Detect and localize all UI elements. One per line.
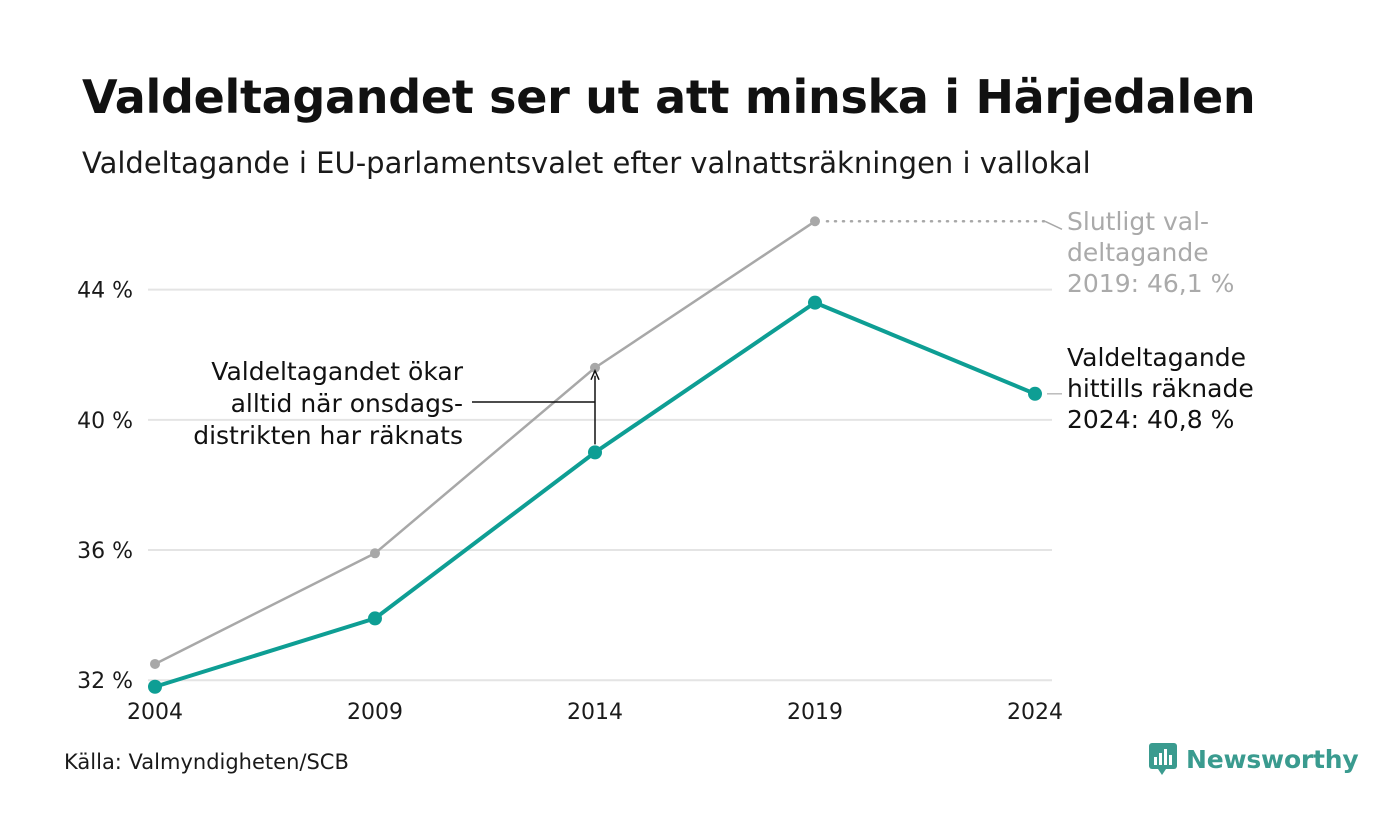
gap-annotation-line: alltid när onsdags- — [231, 389, 463, 418]
final-series-point — [810, 216, 820, 227]
x-tick-label: 2019 — [787, 700, 843, 725]
y-tick-label: 40 % — [77, 409, 133, 434]
chart-subtitle: Valdeltagande i EU-parlamentsvalet efter… — [82, 146, 1091, 180]
x-tick-label: 2004 — [127, 700, 183, 725]
y-tick-label: 44 % — [77, 279, 133, 304]
current-annotation-line: Valdeltagande — [1067, 343, 1246, 372]
gap-annotation-line: distrikten har räknats — [193, 421, 463, 450]
current-series-point — [588, 445, 602, 460]
final-label-connector — [1044, 220, 1063, 230]
current-series-point — [808, 295, 822, 310]
current-annotation-line: hittills räknade — [1067, 374, 1254, 403]
final-series-line — [153, 220, 817, 666]
gap-annotation-line: Valdeltagandet ökar — [211, 357, 463, 386]
current-series-point — [148, 679, 162, 694]
x-tick-label: 2014 — [567, 700, 623, 725]
gap-arrow-head — [590, 368, 600, 381]
x-tick-label: 2024 — [1007, 700, 1063, 725]
final-annotation-line: Slutligt val- — [1067, 207, 1209, 236]
final-annotation-line: 2019: 46,1 % — [1067, 269, 1234, 298]
final-series-point — [370, 548, 380, 559]
brand-name: Newsworthy — [1186, 744, 1359, 774]
final-series-point — [590, 362, 600, 373]
chart-title: Valdeltagandet ser ut att minska i Härje… — [82, 70, 1256, 124]
current-series-point — [1028, 386, 1042, 401]
newsworthy-logo-icon — [1149, 743, 1177, 775]
source-note: Källa: Valmyndigheten/SCB — [64, 750, 349, 774]
y-tick-label: 36 % — [77, 539, 133, 564]
final-series-point — [150, 658, 160, 669]
current-series-point — [368, 611, 382, 626]
x-tick-label: 2009 — [347, 700, 403, 725]
current-annotation-line: 2024: 40,8 % — [1067, 405, 1234, 434]
final-annotation-line: deltagande — [1067, 238, 1209, 267]
y-tick-label: 32 % — [77, 669, 133, 694]
brand-logo: Newsworthy — [1148, 742, 1359, 776]
